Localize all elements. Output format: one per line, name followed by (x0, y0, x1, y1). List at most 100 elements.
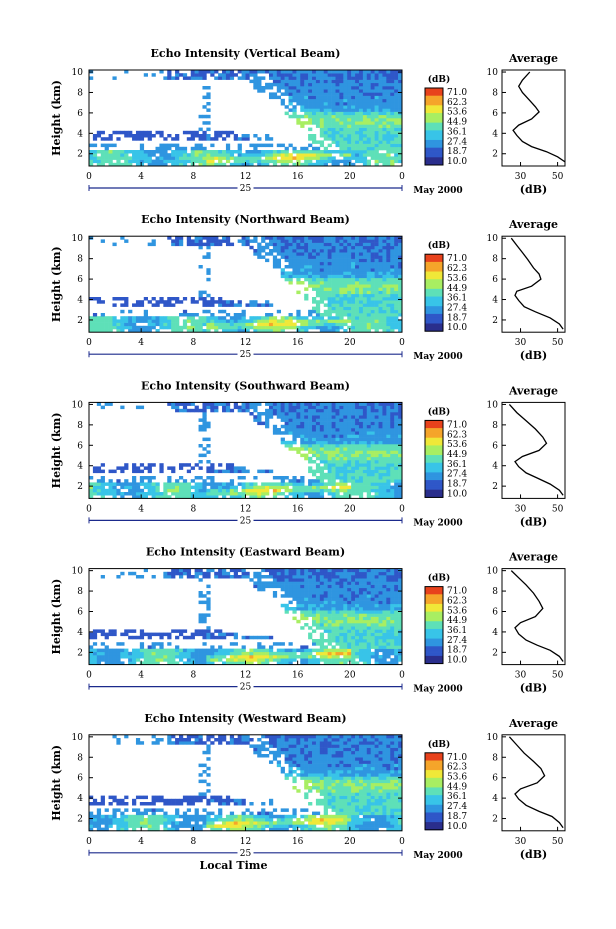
heatmap-cell (358, 137, 364, 141)
heatmap-cell (175, 655, 180, 659)
heatmap-cell (390, 293, 395, 298)
heatmap-cell (190, 153, 195, 157)
heatmap-cell (370, 137, 375, 141)
heatmap-cell (167, 297, 172, 301)
heatmap-cell (218, 130, 223, 135)
heatmap-cell (139, 405, 145, 410)
heatmap-cell (339, 421, 344, 426)
heatmap-cell (327, 603, 332, 608)
heatmap-cell (167, 159, 172, 164)
heatmap-cell (370, 124, 375, 128)
heatmap-cell (382, 124, 387, 128)
heatmap-cell (292, 597, 297, 601)
heatmap-cell (386, 290, 391, 295)
heatmap-cell (182, 571, 188, 576)
heatmap-cell (312, 245, 317, 250)
heatmap-cell (288, 584, 293, 589)
heatmap-cell (89, 297, 94, 301)
heatmap-cell (210, 655, 215, 659)
heatmap-cell (370, 466, 375, 470)
heatmap-cell (394, 140, 399, 144)
heatmap-cell (323, 287, 328, 291)
heatmap-cell (171, 485, 176, 490)
heatmap-cell (202, 156, 207, 160)
heatmap-cell (292, 418, 297, 422)
heatmap-cell (143, 134, 148, 138)
heatmap-cell (292, 405, 297, 410)
heatmap-cell (233, 329, 238, 333)
heatmap-cell (292, 424, 297, 429)
heatmap-cell (288, 95, 293, 100)
colorbar-swatch (425, 323, 443, 326)
heatmap-cell (331, 156, 336, 160)
heatmap-cell (370, 156, 375, 160)
heatmap-cell (198, 293, 203, 298)
heatmap-cell (362, 412, 368, 416)
heatmap-cell (355, 629, 360, 633)
heatmap-cell (296, 575, 301, 579)
heatmap-cell (261, 249, 266, 253)
heatmap-cell (386, 258, 391, 263)
avg-x-tick-label: 30 (515, 172, 527, 182)
heatmap-cell (362, 146, 368, 151)
heatmap-cell (343, 73, 348, 77)
heatmap-cell (178, 658, 184, 662)
heatmap-cell (292, 92, 297, 96)
heatmap-cell (319, 476, 325, 480)
heatmap-cell (233, 492, 238, 496)
heatmap-cell (292, 587, 297, 592)
heatmap-cell (100, 153, 105, 157)
heatmap-cell (319, 271, 325, 275)
heatmap-cell (394, 281, 399, 285)
heatmap-cell (272, 258, 278, 263)
heatmap-cell (241, 319, 246, 323)
heatmap-cell (112, 322, 117, 327)
heatmap-cell (378, 95, 383, 100)
colorbar-swatch (425, 424, 443, 427)
heatmap-cell (339, 102, 344, 106)
heatmap-cell (312, 137, 317, 141)
heatmap-cell (225, 146, 231, 151)
heatmap-cell (89, 651, 94, 656)
heatmap-cell (378, 130, 383, 135)
heatmap-cell (331, 597, 336, 601)
heatmap-cell (159, 130, 164, 135)
heatmap-cell (339, 153, 344, 157)
heatmap-cell (339, 137, 344, 141)
heatmap-cell (108, 648, 113, 653)
heatmap-cell (210, 661, 215, 665)
heatmap-cell (163, 648, 168, 653)
heatmap-cell (265, 134, 270, 138)
heatmap-cell (374, 322, 379, 327)
heatmap-cell (112, 130, 117, 135)
heatmap-cell (151, 322, 156, 327)
heatmap-cell (202, 495, 207, 499)
heatmap-cell (261, 159, 266, 164)
heatmap-cell (394, 249, 399, 253)
heatmap-cell (276, 415, 282, 419)
heatmap-cell (351, 76, 356, 80)
heatmap-cell (178, 153, 184, 157)
heatmap-cell (343, 639, 348, 643)
heatmap-cell (233, 162, 238, 167)
heatmap-cell (347, 102, 352, 106)
heatmap-cell (202, 95, 207, 100)
heatmap-cell (362, 421, 368, 426)
heatmap-cell (257, 89, 262, 93)
heatmap-cell (132, 648, 137, 653)
heatmap-cell (390, 156, 395, 160)
heatmap-cell (331, 271, 336, 275)
heatmap-cell (347, 578, 352, 582)
heatmap-cell (335, 265, 340, 269)
heatmap-cell (347, 453, 352, 458)
heatmap-cell (378, 121, 383, 125)
heatmap-cell (178, 655, 184, 659)
heatmap-cell (261, 236, 266, 240)
heatmap-cell (202, 137, 207, 141)
heatmap-cell (304, 571, 309, 576)
heatmap-cell (343, 479, 348, 483)
heatmap-cell (366, 463, 371, 467)
heatmap-cell (315, 73, 321, 77)
heatmap-cell (308, 603, 313, 608)
heatmap-cell (312, 153, 317, 157)
